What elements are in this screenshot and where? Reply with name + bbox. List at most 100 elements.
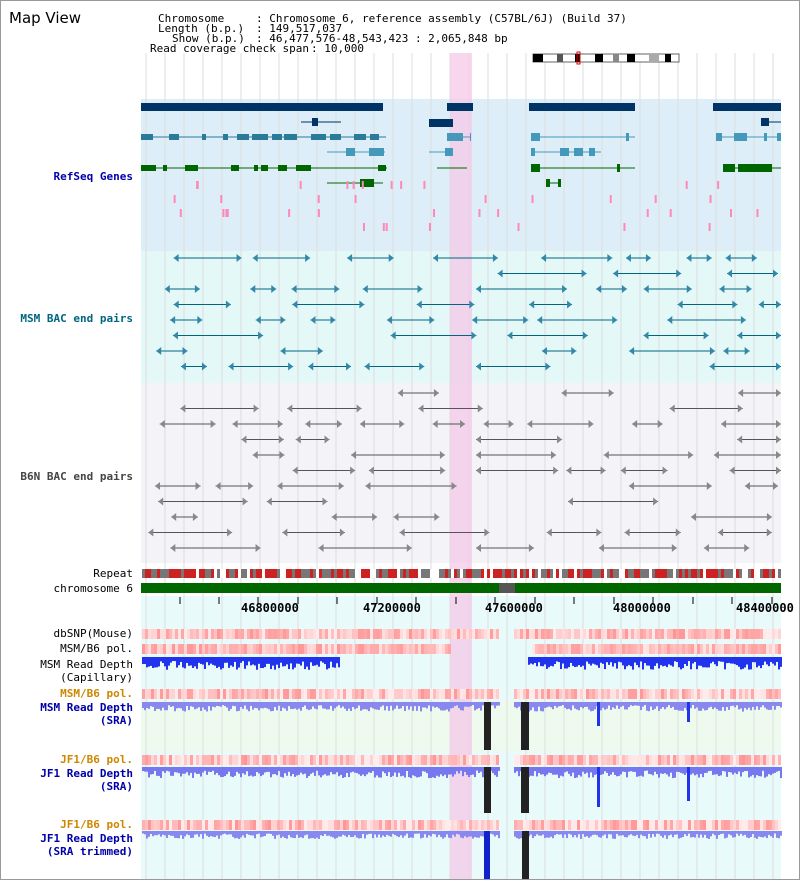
depth-bar	[670, 702, 672, 708]
pol-heat-cell	[415, 644, 418, 654]
depth-bar	[218, 702, 220, 707]
bac-end-marker	[776, 420, 781, 428]
depth-bar	[212, 702, 214, 707]
pol-heat-cell	[586, 820, 589, 830]
depth-bar	[272, 831, 274, 836]
pol-heat-cell	[316, 644, 319, 654]
depth-bar	[590, 767, 592, 773]
depth-bar	[158, 702, 160, 709]
depth-bar	[714, 831, 716, 836]
pol-heat-cell	[466, 820, 469, 830]
depth-bar	[262, 702, 264, 709]
bac-end-marker	[170, 544, 176, 552]
gene-block	[447, 103, 473, 111]
pol-heat-cell	[280, 644, 283, 654]
repeat-mark	[679, 569, 682, 578]
depth-bar	[482, 831, 484, 837]
pol-heat-cell	[385, 689, 388, 699]
ideogram-band	[533, 54, 543, 62]
depth-bar	[190, 767, 192, 773]
depth-bar	[666, 657, 668, 668]
bac-end-marker	[476, 544, 481, 552]
depth-bar	[550, 657, 552, 666]
pol-heat-cell	[442, 689, 445, 699]
track-label-refseq[interactable]: RefSeq Genes	[53, 170, 133, 183]
track-label-b6n-bac[interactable]: B6N BAC end pairs	[20, 470, 133, 483]
gene-tick	[382, 223, 385, 231]
depth-bar	[430, 831, 432, 837]
pol-heat-cell	[706, 689, 709, 699]
depth-bar	[572, 702, 574, 706]
depth-bar	[692, 767, 694, 774]
pol-heat-cell	[751, 629, 754, 639]
repeat-mark	[229, 569, 232, 578]
repeat-mark	[670, 569, 673, 578]
pol-heat-cell	[256, 689, 259, 699]
gene-exon	[202, 134, 206, 140]
pol-heat-cell	[496, 820, 499, 830]
repeat-mark	[439, 569, 442, 578]
repeat-mark	[247, 569, 250, 578]
depth-bar	[280, 767, 282, 777]
depth-bar	[490, 831, 492, 834]
pol-heat-cell	[313, 820, 316, 830]
pol-heat-cell	[166, 629, 169, 639]
depth-bar	[472, 702, 474, 706]
depth-bar	[674, 702, 676, 710]
repeat-mark	[607, 569, 610, 578]
gene-tick	[428, 223, 431, 231]
repeat-mark	[709, 569, 712, 578]
pol-heat-cell	[778, 689, 781, 699]
pol-heat-cell	[550, 629, 553, 639]
depth-bar	[302, 657, 304, 662]
repeat-mark	[217, 569, 220, 578]
bac-end-marker	[751, 254, 757, 262]
depth-bar	[198, 831, 200, 837]
depth-bar	[340, 831, 342, 837]
pol-heat-cell	[286, 755, 289, 765]
pol-heat-cell	[685, 644, 688, 654]
pol-heat-cell	[412, 689, 415, 699]
depth-bar	[354, 702, 356, 710]
depth-bar	[780, 702, 782, 708]
pol-heat-cell	[751, 820, 754, 830]
depth-bar	[358, 702, 360, 706]
repeat-mark	[469, 569, 472, 578]
depth-bar	[720, 767, 722, 776]
pol-heat-cell	[760, 755, 763, 765]
depth-bar	[172, 767, 174, 776]
depth-bar	[178, 702, 180, 708]
track-label-msm-bac[interactable]: MSM BAC end pairs	[20, 312, 133, 325]
depth-bar	[362, 702, 364, 710]
depth-bar	[626, 657, 628, 667]
repeat-mark	[595, 569, 598, 578]
pol-heat-cell	[472, 755, 475, 765]
depth-bar	[336, 831, 338, 838]
bac-end-marker	[725, 254, 731, 262]
pol-heat-cell	[640, 644, 643, 654]
depth-bar	[326, 702, 328, 710]
depth-bar	[424, 767, 426, 772]
depth-bar	[672, 657, 674, 667]
depth-bar	[276, 767, 278, 776]
pol-heat-cell	[259, 629, 262, 639]
depth-bar	[542, 767, 544, 775]
pol-heat-cell	[265, 629, 268, 639]
bac-end-marker	[476, 285, 481, 293]
depth-bar	[302, 702, 304, 707]
pol-heat-cell	[721, 755, 724, 765]
pol-heat-cell	[694, 689, 697, 699]
pol-heat-cell	[619, 644, 622, 654]
depth-bar	[160, 657, 162, 662]
gene-tick	[623, 223, 626, 231]
depth-bar	[714, 657, 716, 665]
depth-bar	[344, 831, 346, 836]
pol-heat-cell	[673, 689, 676, 699]
pol-heat-cell	[667, 644, 670, 654]
depth-bar	[248, 702, 250, 712]
depth-bar	[594, 702, 596, 710]
depth-bar	[180, 657, 182, 662]
repeat-mark	[418, 569, 421, 578]
depth-bar	[328, 767, 330, 776]
